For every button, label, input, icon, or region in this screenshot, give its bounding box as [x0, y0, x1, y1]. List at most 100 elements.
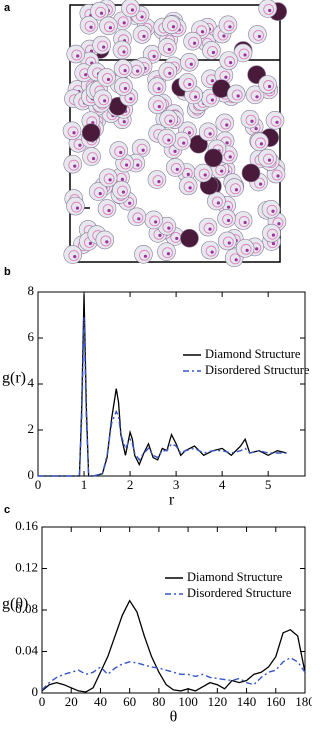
atom-core — [108, 178, 112, 182]
atom-ring — [114, 146, 126, 157]
atom-ring — [220, 118, 232, 130]
atom-ring — [126, 3, 137, 15]
atom-core — [84, 73, 88, 77]
x-tick-label: 3 — [173, 477, 180, 492]
atom-ring — [152, 82, 164, 94]
atom-core — [203, 173, 207, 177]
atom-ring — [87, 152, 98, 164]
atom-ring — [223, 20, 235, 32]
atom-core — [167, 47, 171, 52]
x-tick-label: 160 — [266, 694, 286, 709]
atom-core — [228, 25, 232, 29]
atom-ring — [152, 175, 164, 187]
atom-core — [168, 71, 172, 75]
atom-core — [243, 53, 247, 57]
x-tick-label: 100 — [178, 694, 198, 709]
atom-ring — [198, 168, 210, 180]
atom-core — [157, 87, 161, 91]
atom-core — [72, 131, 76, 135]
atom-core — [129, 97, 133, 101]
atom-core — [128, 201, 132, 205]
atom-core — [227, 241, 231, 245]
molecular-snapshot — [62, 0, 288, 268]
y-tick-label: 0 — [32, 684, 39, 699]
x-tick-label: 40 — [94, 694, 107, 709]
atom-core — [175, 236, 179, 241]
atom-core — [140, 15, 144, 19]
atom-core — [255, 247, 259, 251]
atom-ring — [68, 250, 80, 262]
y-tick-label: 6 — [28, 329, 35, 344]
atom-ring — [70, 201, 82, 213]
atom-core — [229, 61, 233, 65]
atom-core — [106, 77, 111, 82]
atom-core — [208, 132, 212, 136]
atom-ring — [223, 150, 235, 162]
atom-ring — [250, 90, 262, 102]
atom-ring — [162, 221, 174, 233]
atom-ring — [266, 228, 278, 240]
series-line — [41, 599, 306, 693]
atom-ring — [117, 16, 129, 28]
atom-core — [73, 254, 77, 259]
atom-core — [154, 220, 158, 224]
atom-core — [73, 164, 77, 168]
atom-ring — [102, 204, 114, 216]
atom-core — [103, 99, 107, 103]
atom-core — [211, 50, 216, 55]
atom-ring — [230, 183, 241, 195]
atom-core — [120, 177, 125, 181]
atom-core — [192, 41, 197, 45]
atom-ring — [254, 177, 266, 189]
atom-ring — [68, 159, 80, 171]
atom-core — [259, 182, 263, 186]
atom-ring — [132, 212, 144, 224]
atom-core — [254, 127, 258, 131]
y-tick-label: 2 — [28, 421, 35, 436]
panel-label: c — [4, 504, 10, 516]
atom-core — [122, 21, 126, 25]
atom-core — [188, 82, 192, 87]
atom-core — [136, 69, 140, 73]
atom — [204, 148, 223, 168]
atom-ring — [103, 21, 115, 33]
atom-core — [225, 123, 229, 127]
atom-ring — [271, 169, 283, 181]
atom-core — [200, 30, 205, 34]
atom-ring — [229, 253, 241, 265]
x-tick-label: 4 — [219, 477, 226, 492]
atom-ring — [120, 158, 132, 170]
atom-core — [228, 155, 232, 159]
atom-core — [152, 54, 156, 58]
atom-ring — [161, 247, 173, 259]
atom-ring — [149, 215, 161, 227]
atom-core — [210, 79, 215, 83]
atom-core — [259, 142, 264, 146]
atom-ring — [184, 57, 196, 69]
atom-core — [255, 95, 259, 99]
atom-core — [143, 254, 148, 258]
x-axis-label: r — [169, 492, 175, 509]
legend-label: Diamond Structure — [187, 570, 283, 584]
y-axis-label: g(θ) — [2, 596, 28, 613]
atom-core — [267, 84, 272, 89]
atom-ring — [270, 115, 282, 127]
atom-core — [275, 120, 279, 124]
atom — [241, 163, 261, 183]
atom-core — [88, 241, 93, 246]
y-tick-label: 0 — [28, 467, 35, 482]
panel-label: a — [4, 2, 11, 14]
atom-core — [187, 131, 192, 135]
atom-core — [250, 119, 254, 123]
atom-ring — [103, 173, 115, 185]
atom-core — [102, 45, 106, 49]
atom-ring — [118, 64, 130, 76]
atom-ring — [147, 49, 159, 61]
atom-core — [236, 94, 240, 98]
atom-core — [121, 190, 126, 194]
y-tick-label: 0.08 — [15, 601, 38, 616]
atom-core — [224, 75, 228, 79]
atom-ring — [254, 137, 266, 149]
atom-ring — [196, 25, 207, 37]
atom-ring — [98, 94, 110, 106]
